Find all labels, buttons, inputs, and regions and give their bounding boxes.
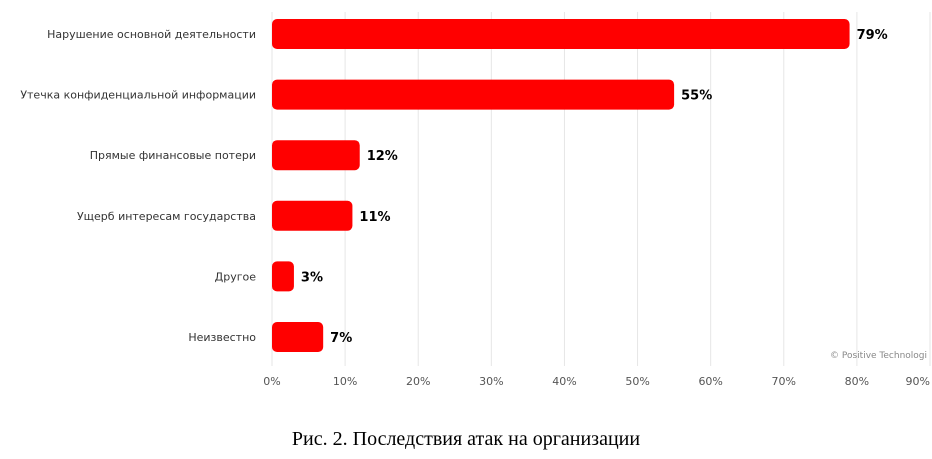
bar [272, 140, 360, 171]
value-label: 7% [330, 331, 352, 346]
category-label: Неизвестно [188, 331, 256, 344]
x-tick-label: 80% [845, 375, 869, 388]
category-label: Прямые финансовые потери [90, 149, 256, 162]
x-tick-label: 70% [772, 375, 796, 388]
x-axis-tick-labels: 0% 10% 20% 30% 40% 50% 60% 70% 80% 90% [263, 375, 930, 388]
value-label: 11% [359, 210, 390, 225]
bar [272, 19, 850, 49]
category-label: Другое [215, 270, 257, 283]
value-label: 79% [857, 28, 888, 43]
figure-caption: Рис. 2. Последствия атак на организации [291, 428, 641, 450]
x-tick-label: 40% [552, 375, 576, 388]
bar [272, 322, 324, 352]
x-tick-label: 50% [625, 375, 649, 388]
bar-chart: Нарушение основной деятельности Утечка ко… [20, 12, 931, 388]
value-label: 3% [301, 270, 323, 285]
category-label: Нарушение основной деятельности [47, 28, 256, 41]
bars [272, 19, 850, 352]
chart-credit: © Positive Technologi [830, 351, 927, 361]
value-label: 12% [367, 149, 398, 164]
bar [272, 79, 675, 110]
bar [272, 200, 353, 231]
category-label: Ущерб интересам государства [77, 210, 256, 223]
x-tick-label: 60% [698, 375, 722, 388]
category-labels: Нарушение основной деятельности Утечка ко… [20, 28, 256, 344]
value-label: 55% [681, 89, 712, 104]
x-tick-label: 0% [263, 375, 280, 388]
x-tick-label: 90% [906, 375, 930, 388]
value-labels: 79% 55% 12% 11% 3% 7% [301, 28, 888, 346]
category-label: Утечка конфиденциальной информации [20, 89, 256, 102]
x-tick-label: 30% [479, 375, 503, 388]
grid-lines [271, 12, 931, 366]
x-tick-label: 10% [333, 375, 357, 388]
x-tick-label: 20% [406, 375, 430, 388]
bar [272, 261, 294, 292]
